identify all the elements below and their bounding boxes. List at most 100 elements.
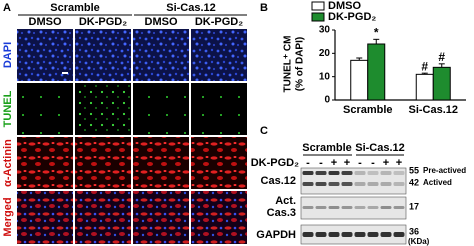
blot-band — [393, 206, 405, 209]
blot-band — [354, 171, 366, 175]
blot-band — [302, 182, 314, 186]
micrograph — [75, 29, 131, 81]
blot-band — [328, 171, 340, 175]
treatment-sign: + — [396, 157, 402, 169]
blot-band — [341, 206, 353, 209]
micrograph — [75, 137, 131, 189]
micrograph — [191, 137, 247, 189]
y-axis-label: (% of DAPI) — [295, 37, 306, 91]
marker-size: 36 — [409, 226, 419, 236]
blot-band — [380, 171, 392, 175]
blot-band — [302, 206, 314, 209]
marker-size: 55 — [409, 165, 419, 175]
marker-label: Pre-actived — [423, 166, 466, 175]
marker-label: Actived — [423, 178, 452, 187]
micrograph — [133, 137, 189, 189]
blot-label: Cas.3 — [267, 207, 296, 219]
blot-band — [354, 182, 366, 186]
bar — [350, 59, 369, 101]
micrograph — [191, 29, 247, 81]
micrograph — [17, 191, 73, 244]
blot-band — [328, 206, 340, 209]
blot-band — [315, 206, 327, 209]
blot-band — [328, 182, 340, 186]
micrograph — [75, 191, 131, 244]
x-tick-label: Si-Cas.12 — [408, 104, 458, 116]
bar — [432, 66, 451, 101]
blot-band — [367, 171, 379, 175]
blot-band — [393, 232, 405, 237]
blot-band — [302, 171, 314, 175]
treatment-sign: + — [383, 157, 389, 169]
blot-band — [315, 182, 327, 186]
panel-label: C — [260, 125, 268, 137]
blot-strip — [300, 196, 407, 220]
blot-band — [380, 232, 392, 237]
row-label: TUNEL — [2, 90, 14, 127]
significance-mark: # — [438, 50, 445, 64]
significance-mark: # — [421, 59, 428, 73]
y-tick-label: 0 — [324, 95, 330, 106]
treatment-label: DK-PGD₂ — [251, 157, 299, 169]
blot-band — [341, 232, 353, 237]
blot-band — [341, 171, 353, 175]
blot-band — [367, 206, 379, 209]
group-header: Scramble — [50, 2, 100, 14]
micrograph — [17, 137, 73, 189]
treatment-sign: + — [344, 157, 350, 169]
micrograph — [133, 29, 189, 81]
bar — [415, 73, 434, 101]
group-header: Si-Cas.12 — [166, 2, 216, 14]
legend-label: DK-PGD₂ — [328, 11, 376, 23]
significance-mark: * — [374, 26, 379, 40]
blot-strip — [300, 224, 407, 245]
blot-band — [315, 232, 327, 237]
treatment-sign: - — [371, 157, 375, 169]
group-header: Si-Cas.12 — [355, 142, 405, 154]
treatment-sign: - — [358, 157, 362, 169]
blot-label: GAPDH — [256, 229, 296, 241]
blot-band — [380, 182, 392, 186]
blot-band — [393, 182, 405, 186]
row-label: α-Actinin — [2, 139, 14, 187]
treatment-sign: - — [306, 157, 310, 169]
blot-band — [367, 182, 379, 186]
column-header: DMSO — [29, 16, 62, 28]
blot-band — [341, 182, 353, 186]
panel-label: A — [3, 2, 11, 14]
y-tick-label: 30 — [319, 25, 331, 36]
blot-band — [328, 232, 340, 237]
row-label: Merged — [2, 197, 14, 236]
y-tick-label: 10 — [319, 71, 331, 82]
blot-band — [354, 206, 366, 209]
blot-band — [393, 171, 405, 175]
marker-size: 42 — [409, 177, 419, 187]
micrograph — [17, 83, 73, 135]
blot-band — [367, 232, 379, 237]
blot-band — [354, 232, 366, 237]
treatment-sign: + — [331, 157, 337, 169]
micrograph-grid — [17, 29, 247, 244]
micrograph — [191, 191, 247, 244]
legend-swatch — [311, 1, 325, 11]
group-header: Scramble — [302, 142, 352, 154]
blot-band — [380, 206, 392, 209]
scale-bar — [62, 72, 68, 74]
micrograph — [75, 83, 131, 135]
column-header: DMSO — [145, 16, 178, 28]
blot-band — [315, 171, 327, 175]
x-tick-label: Scramble — [343, 104, 393, 116]
blot-strip — [300, 167, 407, 195]
micrograph — [133, 83, 189, 135]
legend-label: DMSO — [328, 0, 361, 12]
y-tick-label: 20 — [319, 48, 331, 59]
row-label: DAPI — [2, 42, 14, 68]
blot-band — [302, 232, 314, 237]
marker-unit: (KDa) — [408, 237, 430, 246]
micrograph — [191, 83, 247, 135]
column-header: DK-PGD₂ — [79, 16, 127, 28]
treatment-sign: - — [319, 157, 323, 169]
y-axis-label: TUNEL⁺ CM — [283, 36, 294, 93]
panel-label: B — [260, 2, 268, 14]
